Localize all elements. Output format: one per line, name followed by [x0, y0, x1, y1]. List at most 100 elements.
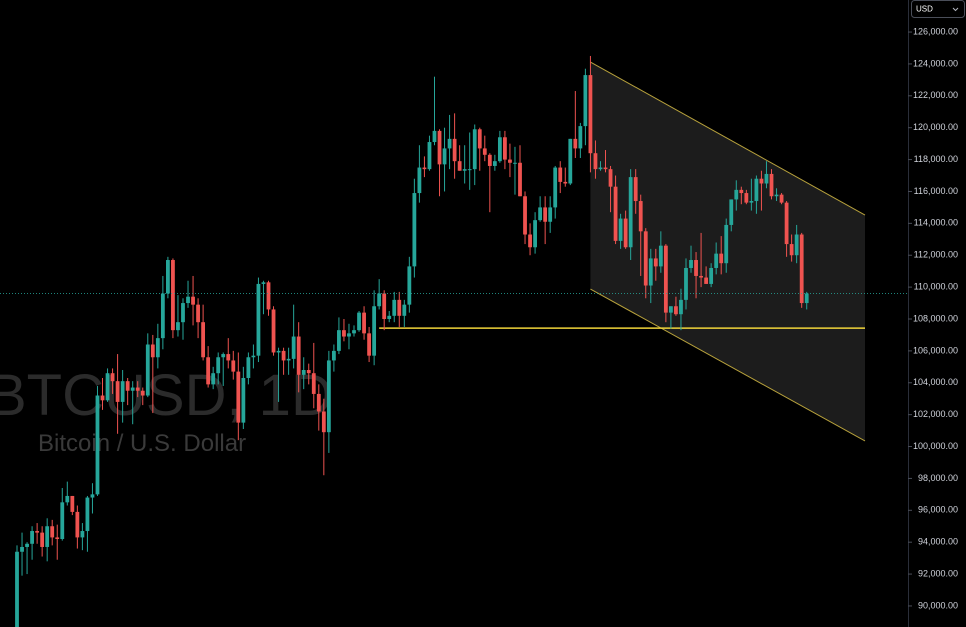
candle-body: [166, 260, 170, 294]
candle-body: [548, 207, 553, 222]
candle-body: [694, 260, 698, 276]
candle-body: [25, 543, 29, 547]
candle-body: [518, 162, 522, 197]
currency-dropdown[interactable]: USD: [911, 0, 965, 18]
y-tick-label: 94,000.00: [918, 537, 958, 547]
candle-body: [337, 330, 341, 351]
candle-body: [251, 355, 256, 358]
candle-body: [568, 138, 573, 184]
candle-body: [331, 350, 336, 361]
candle-body: [402, 304, 407, 316]
candle-body: [477, 129, 482, 149]
candle-body: [472, 129, 477, 170]
candle-body: [181, 303, 185, 323]
candle-body: [528, 234, 532, 248]
candle-body: [467, 169, 472, 171]
candle-body: [311, 373, 316, 394]
symbol-watermark: BTCUSD, 1D: [0, 363, 333, 428]
candle-body: [90, 494, 95, 498]
candle-body: [417, 167, 422, 194]
y-tick-label: 104,000.00: [913, 377, 958, 387]
candle-body: [658, 245, 663, 267]
candle-body: [638, 201, 643, 232]
candle-body: [50, 526, 55, 538]
candle-body: [120, 381, 125, 402]
candle-body: [593, 153, 598, 170]
candle-body: [155, 338, 160, 358]
candle-body: [70, 495, 75, 512]
candle-body: [201, 322, 206, 358]
candle-body: [729, 199, 734, 225]
candle-body: [115, 381, 120, 402]
candle-body: [497, 137, 502, 162]
candle-body: [523, 196, 527, 235]
candle-body: [663, 245, 668, 313]
candle-body: [427, 142, 432, 170]
candle-body: [377, 293, 382, 307]
candle-body: [60, 502, 65, 539]
candle-body: [135, 387, 140, 391]
y-tick-label: 120,000.00: [913, 122, 958, 132]
candle-body: [412, 193, 417, 267]
dropdown-chevron[interactable]: [952, 7, 959, 12]
price-axis: 90,000.00 92,000.00 94,000.00 96,000.00 98,0…: [908, 0, 966, 627]
candle-body: [563, 181, 568, 184]
candle-body: [709, 267, 714, 284]
candle-body: [382, 293, 387, 319]
candle-body: [744, 193, 749, 203]
description-watermark: Bitcoin / U.S. Dollar: [38, 430, 246, 457]
candle-body: [618, 218, 623, 241]
candle-body: [256, 283, 261, 356]
candle-body: [271, 309, 276, 353]
candle-body: [508, 159, 512, 163]
candle-body: [176, 322, 180, 331]
candle-body: [623, 218, 628, 248]
candle-body: [679, 299, 683, 315]
candle-body: [392, 299, 397, 316]
candle-body: [20, 546, 24, 552]
dropdown-box[interactable]: [911, 0, 965, 18]
candle-body: [211, 373, 216, 385]
candle-body: [261, 282, 266, 284]
candle-body: [352, 330, 356, 334]
candle-body: [608, 169, 613, 187]
candle-body: [628, 177, 633, 248]
candle-body: [613, 186, 618, 241]
candle-body: [759, 178, 764, 184]
candle-body: [432, 130, 437, 143]
y-tick-label: 110,000.00: [914, 281, 958, 291]
candle-body: [437, 130, 442, 165]
candle-body: [422, 167, 427, 170]
candle-body: [779, 194, 784, 203]
candle-body: [301, 370, 306, 375]
candle-body: [306, 370, 311, 374]
y-tick-label: 90,000.00: [918, 600, 958, 610]
candle-body: [754, 178, 759, 202]
y-tick-label: 92,000.00: [918, 568, 958, 578]
candle-body: [100, 395, 105, 401]
candle-body: [236, 371, 241, 423]
candle-body: [342, 330, 346, 337]
candle-body: [578, 126, 583, 149]
candle-body: [764, 173, 769, 184]
candle-body: [286, 358, 291, 361]
candle-body: [784, 202, 789, 245]
candle-body: [221, 354, 226, 358]
candle-body: [140, 390, 145, 396]
candle-body: [588, 75, 593, 154]
y-tick-label: 96,000.00: [918, 505, 958, 515]
y-tick-label: 98,000.00: [918, 473, 958, 483]
candle-body: [457, 161, 462, 171]
candle-body: [326, 360, 331, 433]
y-tick-label: 114,000.00: [914, 218, 958, 228]
candle-body: [171, 260, 175, 331]
channel-lower: [590, 288, 866, 442]
candle-body: [603, 167, 608, 170]
candle-body: [130, 387, 135, 391]
candle-body: [105, 373, 110, 401]
candle-body: [196, 304, 200, 323]
candle-body: [296, 336, 301, 375]
candle-body: [231, 360, 236, 372]
candle-body: [804, 293, 809, 304]
currency-label[interactable]: USD: [916, 5, 933, 14]
